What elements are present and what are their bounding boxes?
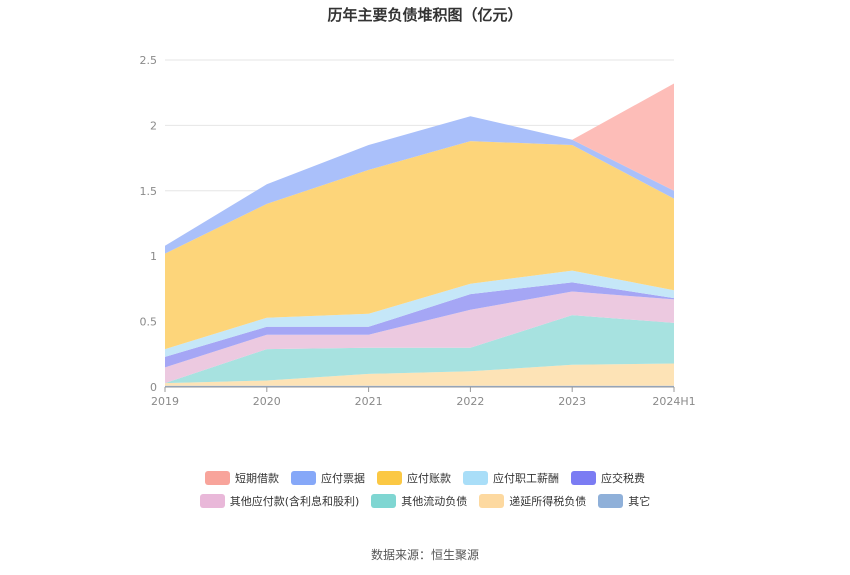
x-tick-label: 2020 <box>253 395 281 408</box>
legend-item[interactable]: 其它 <box>598 493 650 509</box>
legend-swatch <box>479 494 505 508</box>
legend-label: 应付账款 <box>407 472 451 485</box>
legend-swatch <box>199 494 225 508</box>
legend-item[interactable]: 应付票据 <box>291 470 365 486</box>
legend-swatch <box>598 494 624 508</box>
axes: 0 0.5 1 1.5 2 2.5 2019 2020 2021 2022 2023 2024H1 <box>140 54 696 408</box>
x-tick-label: 2022 <box>456 395 484 408</box>
area-series[interactable] <box>165 282 674 368</box>
legend-label: 其它 <box>628 495 651 508</box>
legend-item[interactable]: 递延所得税负债 <box>479 493 586 509</box>
legend-item[interactable]: 其他流动负债 <box>371 493 467 509</box>
legend-item[interactable]: 短期借款 <box>205 470 279 486</box>
x-tick-label: 2021 <box>355 395 383 408</box>
x-tick-label: 2023 <box>558 395 586 408</box>
chart-title: 历年主要负债堆积图（亿元） <box>327 6 523 24</box>
legend: 短期借款 应付票据 应付账款 应付职工薪酬 应交税费其他应付款(含利息和股利) 其他流动负… <box>0 470 850 516</box>
legend-swatch <box>571 471 596 485</box>
area-series[interactable] <box>165 291 674 384</box>
legend-label: 其他流动负债 <box>401 495 468 508</box>
y-tick-label: 1.5 <box>140 185 158 198</box>
x-tick-label: 2019 <box>151 395 179 408</box>
legend-row: 短期借款 应付票据 应付账款 应付职工薪酬 应交税费 <box>0 470 850 486</box>
y-tick-label: 2 <box>150 119 157 132</box>
legend-swatch <box>205 471 230 485</box>
y-tick-label: 0.5 <box>140 316 158 329</box>
legend-swatch <box>291 471 316 485</box>
legend-row: 其他应付款(含利息和股利) 其他流动负债 递延所得税负债 其它 <box>0 493 850 509</box>
legend-swatch <box>371 494 397 508</box>
area-series[interactable] <box>165 363 674 386</box>
x-tick-label: 2024H1 <box>652 395 695 408</box>
legend-swatch <box>463 471 488 485</box>
area-series[interactable] <box>165 315 674 384</box>
y-tick-label: 2.5 <box>140 54 158 67</box>
legend-item[interactable]: 其他应付款(含利息和股利) <box>199 493 360 509</box>
legend-label: 应付职工薪酬 <box>493 472 559 485</box>
area-series[interactable] <box>165 116 674 254</box>
y-tick-label: 1 <box>150 250 157 263</box>
source-note: 数据来源：恒生聚源 <box>370 548 479 562</box>
y-tick-label: 0 <box>150 381 157 394</box>
legend-item[interactable]: 应付职工薪酬 <box>463 470 559 486</box>
area-series[interactable] <box>165 141 674 350</box>
legend-label: 应付票据 <box>321 472 365 485</box>
legend-label: 应交税费 <box>601 472 645 485</box>
stacked-areas <box>165 83 674 387</box>
legend-label: 短期借款 <box>235 472 279 485</box>
legend-swatch <box>377 471 402 485</box>
chart-area: 0 0.5 1 1.5 2 2.5 2019 2020 2021 2022 2023 2024H1 <box>140 54 696 408</box>
legend-item[interactable]: 应付账款 <box>377 470 451 486</box>
legend-label: 其他应付款(含利息和股利) <box>229 495 360 508</box>
legend-item[interactable]: 应交税费 <box>571 470 645 486</box>
legend-label: 递延所得税负债 <box>509 495 587 508</box>
